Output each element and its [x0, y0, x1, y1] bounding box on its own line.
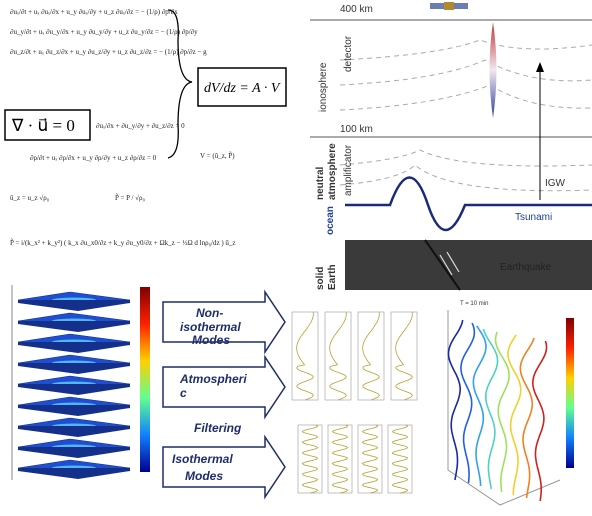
arrow-label: Filtering [194, 421, 242, 435]
plane-edge [18, 426, 130, 437]
panel [327, 424, 353, 494]
perturbation [489, 22, 497, 118]
profile [391, 424, 409, 494]
box [4, 109, 91, 141]
plane-edge [18, 384, 130, 395]
arrow-shape [162, 354, 286, 420]
colorbar [566, 318, 574, 468]
fault [424, 239, 461, 291]
box [197, 67, 287, 107]
equation: P̃ = i/(k_x² + k_y²) ( k_x ∂u_x0/∂z + k_… [10, 239, 236, 247]
equation: ∂uₓ/∂t + uₓ ∂uₓ/∂x + u_y ∂uₓ/∂y + u_z ∂u… [10, 8, 178, 16]
arrow-label: Modes [192, 333, 230, 347]
profile [329, 311, 347, 401]
label: amplificator [343, 144, 354, 196]
equation-box: ∇ · u⃗ = 0 [11, 116, 75, 135]
stacked-planes [11, 285, 150, 480]
plane-edge [18, 342, 130, 353]
panel [324, 311, 352, 401]
arrow-label: Modes [185, 469, 223, 483]
equation: P̃ = P / √ρ₀ [115, 194, 145, 202]
plane-edge [18, 405, 130, 416]
profile [296, 311, 314, 401]
wave-line [531, 340, 548, 502]
profile [362, 311, 380, 401]
equation-box: dV/dz = A · V [204, 81, 281, 96]
plot-title: T = 10 min [460, 301, 488, 307]
arrow-shape [162, 289, 286, 355]
wave-line [519, 337, 535, 499]
equations: ∂uₓ/∂t + uₓ ∂uₓ/∂x + u_y ∂uₓ/∂y + u_z ∂u… [4, 8, 287, 247]
panel [291, 311, 319, 401]
equation: ∂ρ/∂t + uₓ ∂ρ/∂x + u_y ∂ρ/∂y + u_z ∂ρ/∂z… [30, 154, 157, 162]
panel [357, 424, 383, 494]
label: IGW [545, 178, 566, 189]
axes [447, 310, 561, 506]
panel [387, 424, 413, 494]
arrow-label: Isothermal [172, 452, 233, 466]
profile [361, 424, 379, 494]
wave-line [447, 319, 464, 481]
arrow-label: c [180, 386, 187, 400]
wave-plot: T = 10 min [447, 301, 574, 506]
wavefronts [339, 39, 592, 192]
brace [167, 9, 193, 159]
plane-edge [18, 321, 130, 332]
arrow-label: Non- [196, 306, 223, 320]
equation: ∂u_y/∂t + uₓ ∂u_y/∂x + u_y ∂u_y/∂y + u_z… [10, 28, 198, 36]
wave-line [494, 331, 510, 493]
equation: ∂uₓ/∂x + ∂u_y/∂y + ∂u_z/∂z = 0 [96, 122, 185, 130]
arrow-head [536, 62, 544, 72]
panel [297, 424, 323, 494]
label: solid [315, 267, 326, 290]
label: ocean [325, 206, 336, 235]
label: Tsunami [515, 212, 552, 223]
panel [390, 311, 418, 401]
equation: ũ_z = u_z √ρ₀ [10, 194, 50, 202]
earth-block [345, 240, 592, 290]
label: Earthquake [500, 262, 552, 273]
plane-edge [18, 468, 130, 479]
label: 400 km [340, 4, 373, 15]
wave-line [482, 328, 499, 490]
label: ionosphere [318, 62, 329, 112]
equation: V = (ũ_z, P̃) [200, 152, 235, 160]
panel [357, 311, 385, 401]
plane-edge [18, 363, 130, 374]
profile [395, 311, 413, 401]
wave-line [472, 325, 487, 487]
label: detector [343, 35, 354, 72]
wave-line [460, 322, 476, 484]
profile-plots [291, 311, 418, 494]
arrow-shape [162, 434, 286, 500]
tsunami-wave [345, 176, 592, 232]
label: Earth [327, 264, 338, 290]
arrow-label: Atmospheri [179, 372, 247, 386]
arrows: Non- isothermal Modes Atmospheri c Filte… [162, 289, 286, 500]
label: neutral [315, 166, 326, 200]
arrow-label: isothermal [180, 320, 241, 334]
wave-line [507, 334, 522, 496]
tsunami-diagram: 400 km 100 km IGW ionosphere detector ne… [310, 2, 592, 291]
satellite [430, 2, 468, 10]
plane-edge [18, 300, 130, 311]
equation: ∂u_z/∂t + uₓ ∂u_z/∂x + u_y ∂u_z/∂y + u_z… [10, 48, 207, 56]
profile [331, 424, 349, 494]
plane-edge [18, 447, 130, 458]
label: atmosphere [327, 143, 338, 200]
slip-arrows [439, 251, 460, 276]
profile [301, 424, 319, 494]
label: 100 km [340, 124, 373, 135]
colorbar [140, 287, 150, 472]
